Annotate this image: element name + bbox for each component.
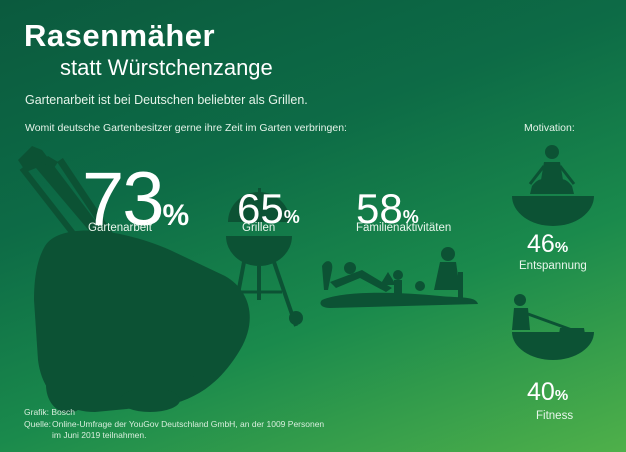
stat-unit: % xyxy=(402,207,419,227)
stat-familienaktivitaeten: 58% xyxy=(356,188,419,230)
stat-value: 58 xyxy=(356,185,403,232)
source-line-1: Online-Umfrage der YouGov Deutschland Gm… xyxy=(52,419,325,429)
family-garden-icon xyxy=(320,247,478,308)
source-label: Quelle: xyxy=(24,419,51,429)
stat-label-grillen: Grillen xyxy=(242,222,276,234)
question-text: Womit deutsche Gartenbesitzer gerne ihre… xyxy=(25,122,347,134)
stat-label-fitness: Fitness xyxy=(536,410,574,422)
stat-value: 73 xyxy=(82,157,165,242)
lawnmower-icon xyxy=(18,146,250,413)
stat-entspannung: 46% xyxy=(527,232,568,257)
stat-unit: % xyxy=(554,387,569,404)
stat-unit: % xyxy=(554,239,569,256)
stat-unit: % xyxy=(162,199,190,232)
stat-gartenarbeit: 73% xyxy=(82,162,189,238)
stat-value: 40 xyxy=(527,378,555,406)
stat-label-entspannung: Entspannung xyxy=(519,260,587,272)
grill-icon xyxy=(226,188,303,327)
stat-value: 46 xyxy=(527,230,555,258)
graphic-credit: Grafik: Bosch xyxy=(24,407,76,417)
stat-label-gartenarbeit: Gartenarbeit xyxy=(88,222,152,234)
source-line-2: im Juni 2019 teilnahmen. xyxy=(52,430,147,440)
stat-grillen: 65% xyxy=(237,188,300,230)
mowing-person-icon xyxy=(512,294,594,360)
stat-label-familienaktivitaeten: Familienaktivitäten xyxy=(356,222,452,234)
page-title: Rasenmäher xyxy=(24,18,216,53)
meditation-icon xyxy=(512,145,594,226)
stat-value: 65 xyxy=(237,185,284,232)
motivation-label: Motivation: xyxy=(524,122,575,134)
page-subtitle: statt Würstchenzange xyxy=(60,55,273,80)
stat-unit: % xyxy=(283,207,300,227)
stat-fitness: 40% xyxy=(527,380,568,405)
lead-text: Gartenarbeit ist bei Deutschen beliebter… xyxy=(25,93,308,107)
